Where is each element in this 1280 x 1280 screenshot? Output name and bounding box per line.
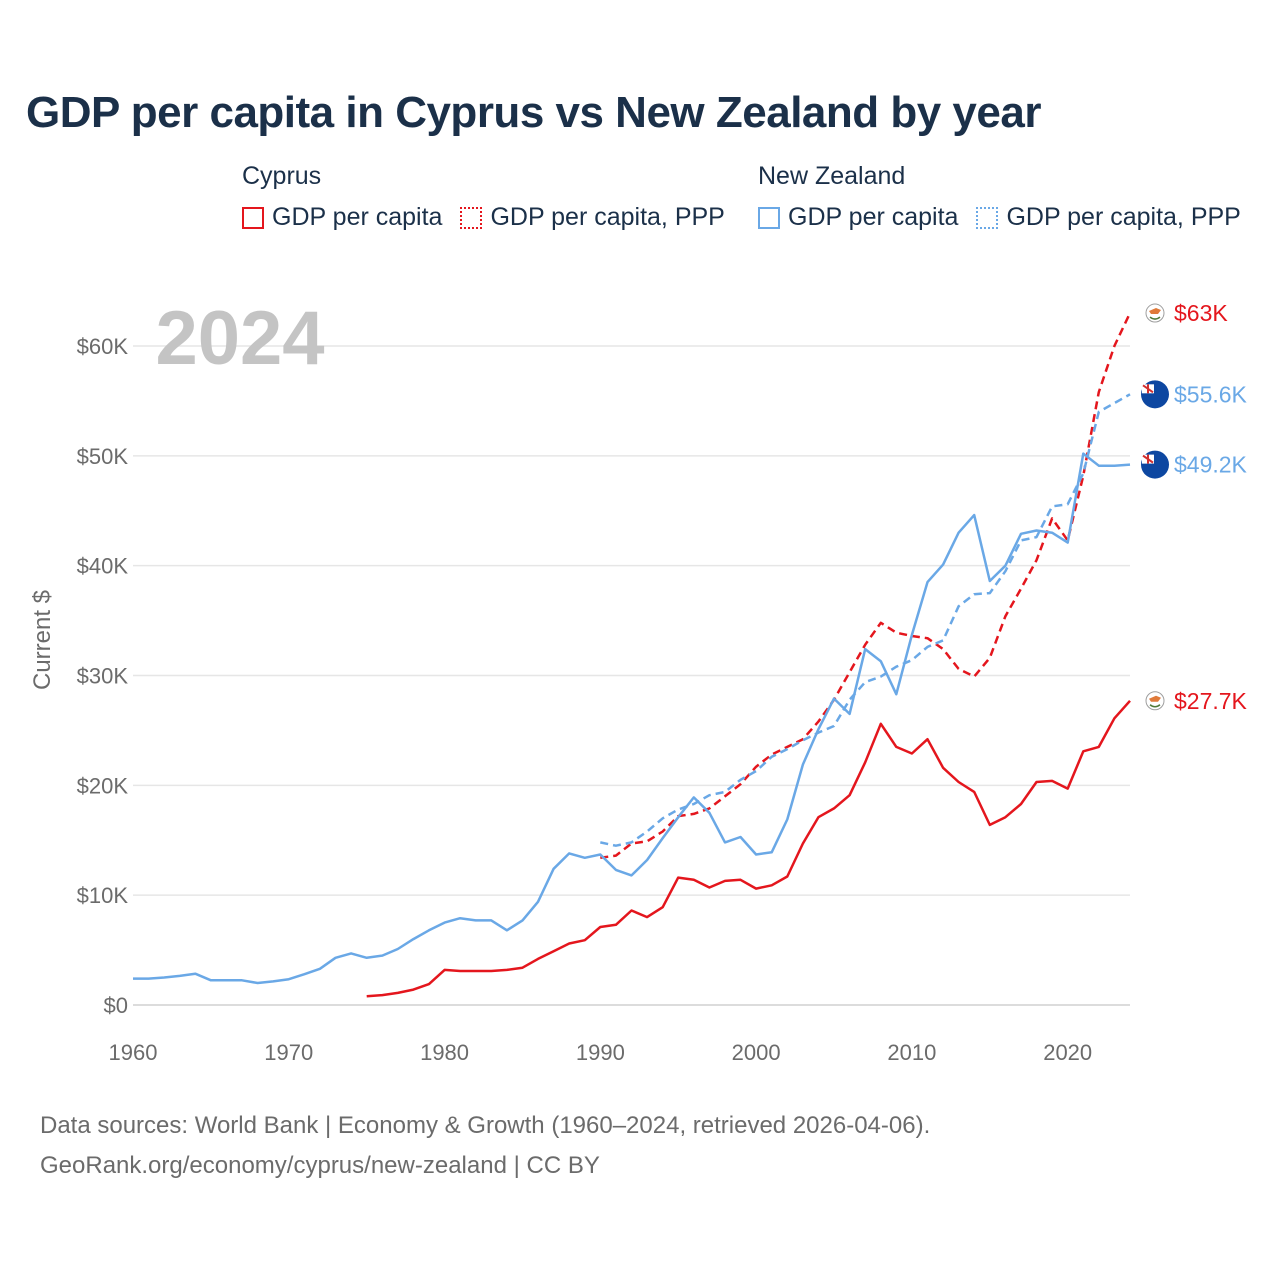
y-tick-label: $0 <box>104 993 128 1018</box>
legend-item-cyprus-gdp[interactable]: GDP per capita <box>242 203 442 232</box>
y-tick-label: $60K <box>77 334 129 359</box>
legend-label: GDP per capita <box>788 203 959 231</box>
y-tick-label: $20K <box>77 773 129 798</box>
series-line-new_zealand[interactable] <box>133 452 1131 985</box>
legend-label: GDP per capita, PPP <box>1006 203 1241 231</box>
legend-group-name: New Zealand <box>758 162 906 190</box>
x-tick-label: 1960 <box>109 1040 158 1065</box>
series-line-new_zealand-ppp[interactable] <box>600 393 1131 847</box>
legend-group-cyprus: Cyprus GDP per capita GDP per capita, PP… <box>242 162 725 232</box>
cyprus-flag-icon <box>1145 303 1165 323</box>
footer: Data sources: World Bank | Economy & Gro… <box>40 1106 930 1186</box>
x-tick-label: 1970 <box>264 1040 313 1065</box>
footer-sources: Data sources: World Bank | Economy & Gro… <box>40 1112 931 1139</box>
x-tick-label: 2020 <box>1043 1040 1092 1065</box>
legend-label: GDP per capita <box>272 203 443 231</box>
x-tick-label: 2000 <box>732 1040 781 1065</box>
legend-group-new-zealand: New Zealand GDP per capita GDP per capit… <box>758 162 1241 232</box>
x-tick-label: 1990 <box>576 1040 625 1065</box>
legend-label: GDP per capita, PPP <box>490 203 725 231</box>
end-value-label: $55.6K <box>1174 381 1248 407</box>
y-tick-label: $50K <box>77 444 129 469</box>
y-tick-label: $10K <box>77 883 129 908</box>
y-tick-label: $40K <box>77 554 129 579</box>
chart-title: GDP per capita in Cyprus vs New Zealand … <box>26 88 1041 137</box>
legend-swatch-solid-icon <box>242 206 264 229</box>
end-value-label: $49.2K <box>1174 452 1248 478</box>
legend-swatch-dotted-icon <box>460 206 483 229</box>
y-axis-title: Current $ <box>29 590 56 690</box>
legend-item-nz-gdp-ppp[interactable]: GDP per capita, PPP <box>976 203 1241 232</box>
end-value-label: $63K <box>1174 300 1228 326</box>
series-line-cyprus[interactable] <box>366 699 1131 998</box>
y-tick-label: $30K <box>77 664 129 689</box>
footer-attribution: GeoRank.org/economy/cyprus/new-zealand |… <box>40 1152 600 1179</box>
new-zealand-flag-icon <box>1141 450 1169 479</box>
x-tick-label: 2010 <box>887 1040 936 1065</box>
x-tick-label: 1980 <box>420 1040 469 1065</box>
legend-group-name: Cyprus <box>242 162 322 190</box>
new-zealand-flag-icon <box>1141 380 1169 409</box>
legend-item-cyprus-gdp-ppp[interactable]: GDP per capita, PPP <box>460 203 725 232</box>
legend-swatch-solid-icon <box>758 206 780 229</box>
year-watermark: 2024 <box>155 296 324 381</box>
cyprus-flag-icon <box>1145 691 1165 711</box>
end-value-label: $27.7K <box>1174 688 1248 714</box>
series-line-cyprus-ppp[interactable] <box>600 312 1132 860</box>
legend-item-nz-gdp[interactable]: GDP per capita <box>758 203 958 232</box>
legend-swatch-dotted-icon <box>976 206 999 229</box>
